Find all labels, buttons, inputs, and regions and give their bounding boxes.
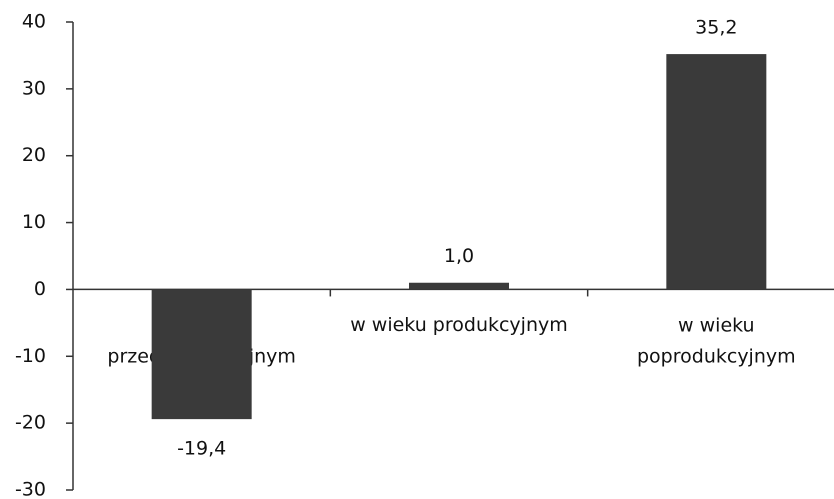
data-label: 1,0 xyxy=(444,245,474,267)
bar xyxy=(409,282,509,290)
data-label: -19,4 xyxy=(177,438,226,460)
x-tick-label: w wieku poprodukcyjnym xyxy=(637,314,796,367)
y-tick-label: 0 xyxy=(34,278,46,300)
y-tick-label: 20 xyxy=(22,144,46,166)
y-tick-label: -30 xyxy=(15,479,46,499)
y-tick-label: 30 xyxy=(22,77,46,99)
y-tick-label: 40 xyxy=(22,11,46,33)
bar xyxy=(151,289,252,420)
y-tick-label: 10 xyxy=(22,211,46,233)
bar xyxy=(666,54,767,290)
data-label: 35,2 xyxy=(695,17,737,39)
y-tick-label: -20 xyxy=(15,412,46,434)
x-tick-label: w wieku produkcyjnym xyxy=(350,314,568,336)
y-tick-label: -10 xyxy=(15,345,46,367)
